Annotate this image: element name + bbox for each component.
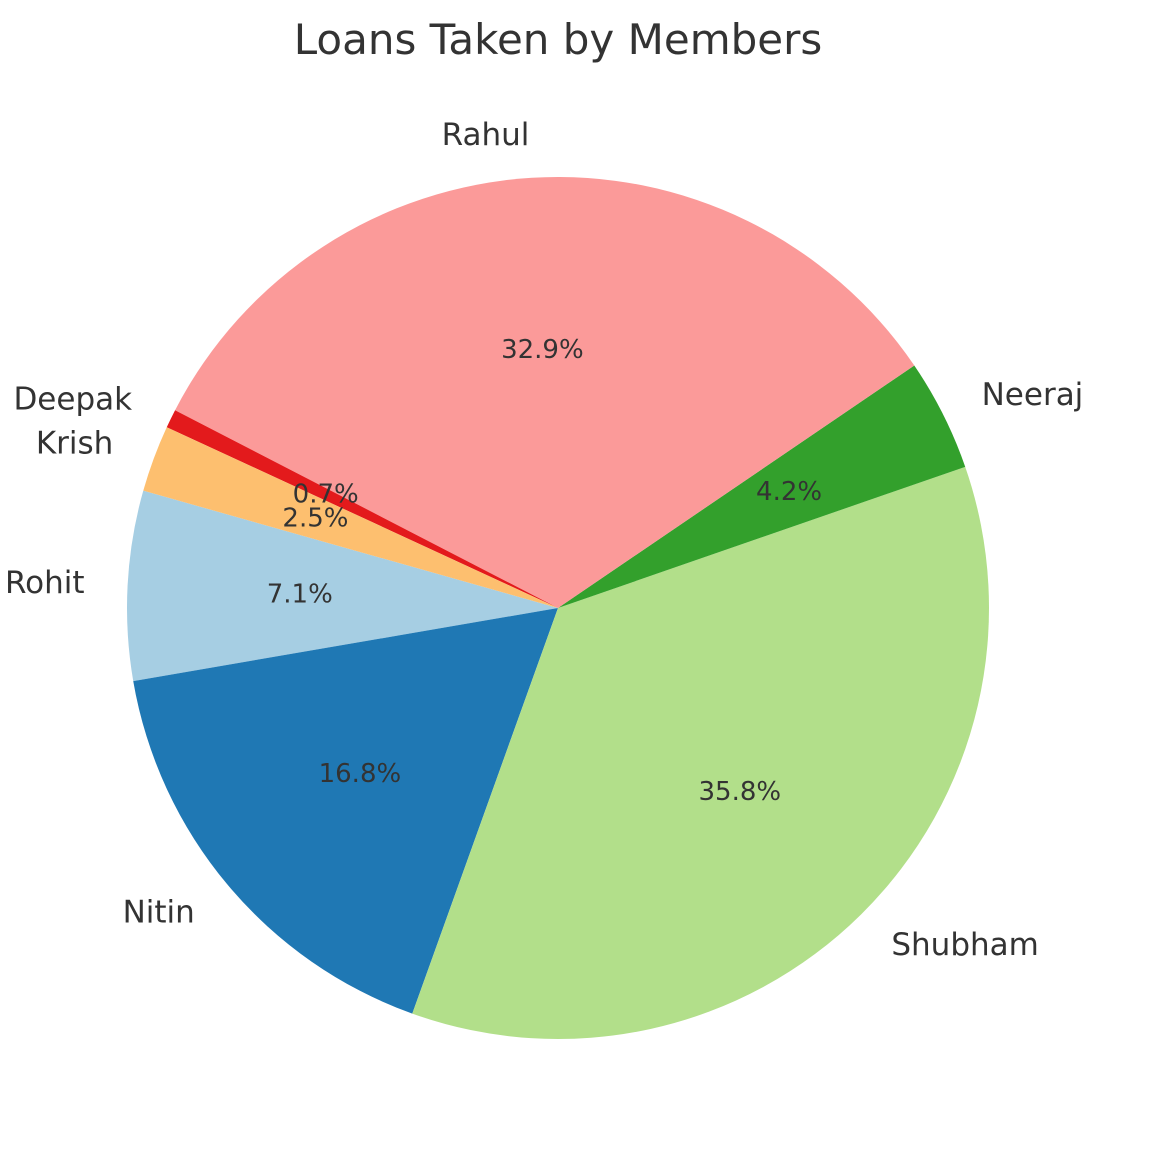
pie-slice-shubham [412, 466, 989, 1040]
pie-slices [127, 177, 989, 1040]
pie-slice-rohit [127, 490, 559, 682]
pie-labels: Rohit 7.1% Nitin 16.8% Shubham 35.8% Neeraj 4.2… [5, 117, 1083, 963]
slice-pct-rohit: 7.1% [267, 579, 333, 609]
slice-pct-rahul: 32.9% [501, 335, 584, 365]
chart-title: Loans Taken by Members [294, 15, 823, 64]
slice-pct-krish: 2.5% [282, 503, 348, 533]
slice-pct-nitin: 16.8% [319, 759, 402, 789]
slice-label-rohit: Rohit [5, 565, 85, 601]
slice-label-deepak: Deepak [13, 382, 132, 418]
slice-pct-neeraj: 4.2% [756, 477, 822, 507]
pie-slice-nitin [133, 608, 558, 1014]
pie-slice-rahul [175, 177, 915, 608]
slice-label-neeraj: Neeraj [982, 377, 1084, 413]
slice-label-rahul: Rahul [442, 117, 530, 153]
slice-pct-deepak: 0.7% [293, 479, 359, 509]
slice-label-shubham: Shubham [891, 927, 1039, 963]
pie-slice-neeraj [558, 365, 966, 608]
pie-slice-deepak [166, 410, 558, 608]
pie-slice-krish [143, 427, 558, 608]
slice-label-nitin: Nitin [123, 895, 195, 931]
slice-pct-shubham: 35.8% [699, 777, 782, 807]
slice-label-krish: Krish [36, 426, 114, 462]
